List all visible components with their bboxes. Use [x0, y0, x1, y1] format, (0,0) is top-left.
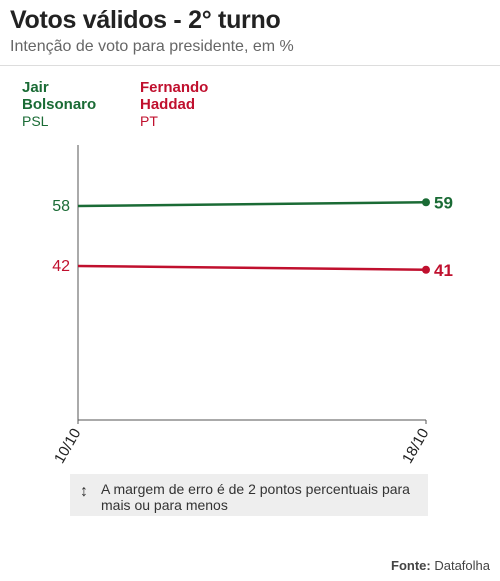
end-value-label: 41	[434, 261, 453, 280]
x-tick-label: 18/10	[399, 426, 432, 467]
legend-name-line: Bolsonaro	[22, 96, 97, 113]
chart-subtitle: Intenção de voto para presidente, em %	[10, 38, 294, 55]
header-divider	[0, 65, 500, 66]
x-tick-label: 10/10	[51, 426, 84, 467]
series-line-bolsonaro	[77, 201, 427, 208]
end-point-marker	[422, 265, 430, 274]
source-label: Fonte:	[391, 558, 431, 573]
chart-title: Votos válidos - 2° turno	[10, 6, 281, 34]
start-value-label: 42	[52, 258, 70, 275]
legend-candidate-name: Jair Bolsonaro	[22, 79, 96, 113]
margin-of-error-text: A margem de erro é de 2 pontos percentua…	[101, 481, 410, 513]
legend-party: PSL	[22, 113, 49, 129]
margin-of-error-note: ↕ A margem de erro é de 2 pontos percent…	[70, 474, 428, 516]
legend-entry-haddad: Fernando Haddad PT	[140, 79, 208, 130]
end-value-label: 59	[434, 193, 453, 212]
source-name: Datafolha	[434, 558, 490, 573]
legend-name-line: Fernando	[140, 79, 209, 96]
up-down-arrow-icon: ↕	[80, 483, 88, 500]
start-value-label: 58	[52, 198, 70, 215]
legend-party: PT	[140, 113, 158, 129]
legend-name-line: Haddad	[140, 96, 196, 113]
series-line-haddad	[77, 264, 427, 271]
end-point-marker	[422, 198, 430, 207]
legend-name-line: Jair	[22, 79, 49, 96]
legend-entry-bolsonaro: Jair Bolsonaro PSL	[22, 79, 96, 130]
legend-candidate-name: Fernando Haddad	[140, 79, 208, 113]
source-credit: Fonte: Datafolha	[391, 558, 490, 573]
